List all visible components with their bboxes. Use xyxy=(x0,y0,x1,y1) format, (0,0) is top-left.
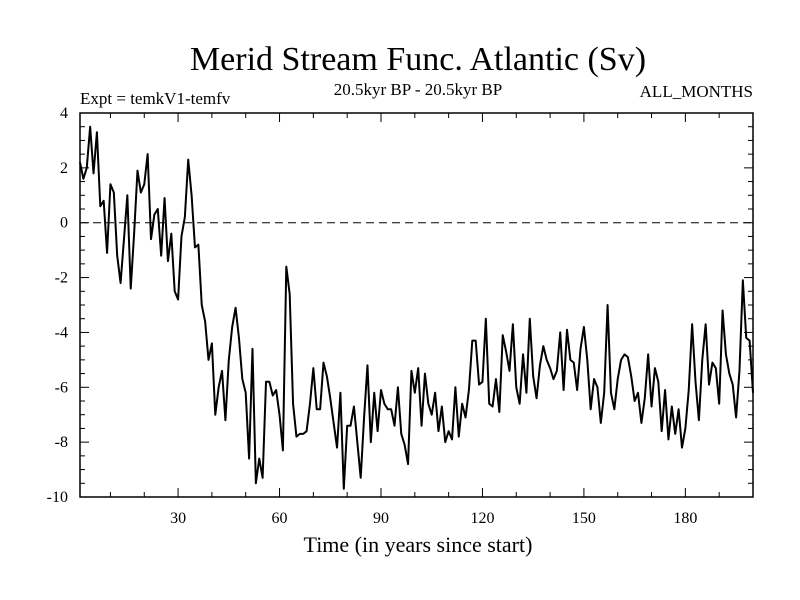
plot-frame xyxy=(79,112,754,498)
x-tick-label: 90 xyxy=(373,510,389,527)
x-tick-label: 120 xyxy=(470,510,494,527)
x-axis: 30 60 90 120 150 180 xyxy=(109,113,754,527)
x-tick-label: 150 xyxy=(572,510,596,527)
y-tick-label: -10 xyxy=(47,489,68,506)
x-tick-label: 180 xyxy=(673,510,697,527)
y-tick-label: -6 xyxy=(55,379,68,396)
y-tick-label: 2 xyxy=(60,160,68,177)
chart-title: Merid Stream Func. Atlantic (Sv) xyxy=(190,41,646,78)
y-axis: 4 2 0 -2 -4 -6 -8 -10 xyxy=(47,105,753,506)
x-tick-label: 60 xyxy=(272,510,288,527)
experiment-label: Expt = temkV1-temfv xyxy=(80,89,231,108)
series-line xyxy=(79,125,754,490)
plot-area: 30 60 90 120 150 180 4 2 0 -2 -4 -6 -8 -10 xyxy=(47,105,754,527)
period-label: ALL_MONTHS xyxy=(640,82,753,101)
y-tick-label: -4 xyxy=(55,324,68,341)
y-tick-label: -8 xyxy=(55,434,68,451)
y-tick-label: 0 xyxy=(60,215,68,232)
chart-subtitle: 20.5kyr BP - 20.5kyr BP xyxy=(334,80,502,99)
y-tick-label: -2 xyxy=(55,270,68,287)
x-tick-label: 30 xyxy=(170,510,186,527)
x-axis-label: Time (in years since start) xyxy=(304,532,533,557)
y-tick-label: 4 xyxy=(60,105,68,122)
